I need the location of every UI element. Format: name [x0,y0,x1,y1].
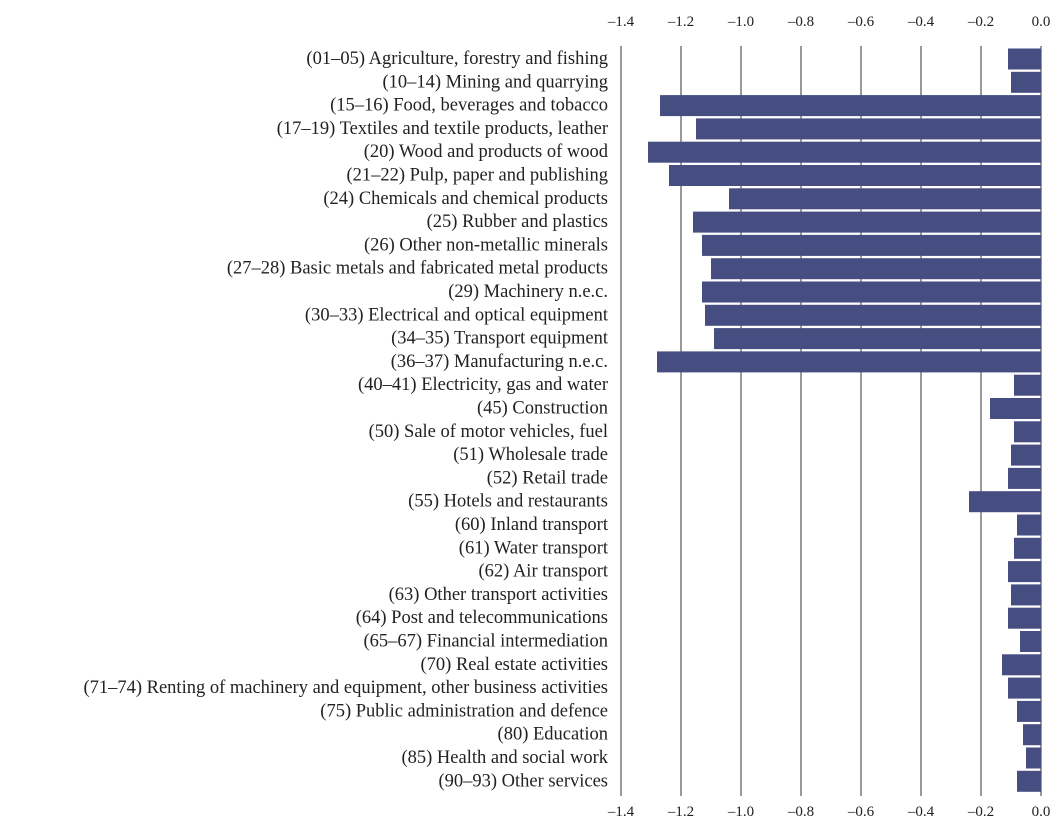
x-tick-label-bottom: –1.0 [727,804,754,820]
bar [1017,514,1041,536]
bar [657,351,1041,373]
x-tick-label-top: –0.8 [787,14,814,30]
bar [1011,444,1041,466]
bar [714,328,1041,350]
bar [1008,677,1041,699]
category-label: (71–74) Renting of machinery and equipme… [83,678,608,698]
bottom-axis-ticks: –1.4 –1.2 –1.0 –0.8 –0.6 –0.4 –0.2 0.0 [607,804,1051,820]
category-label: (17–19) Textiles and textile products, l… [277,119,608,139]
category-label: (25) Rubber and plastics [427,212,608,232]
category-labels: (01–05) Agriculture, forestry and fishin… [83,49,608,791]
x-tick-label-top: –1.2 [667,14,694,30]
bar [669,165,1041,186]
bar [1008,607,1041,629]
category-label: (62) Air transport [479,562,609,582]
bar [1011,584,1041,606]
category-label: (24) Chemicals and chemical products [323,189,608,209]
bar [696,118,1041,140]
x-tick-label-bottom: –1.4 [607,804,635,820]
category-label: (75) Public administration and defence [320,701,608,721]
category-label: (55) Hotels and restaurants [408,492,608,512]
category-label: (70) Real estate activities [421,655,609,675]
category-label: (64) Post and telecommunications [356,608,608,628]
x-tick-label-bottom: –1.2 [667,804,694,820]
category-label: (80) Education [498,725,608,745]
bar [660,95,1041,117]
x-tick-label-top: –0.6 [847,14,875,30]
bar [1014,421,1041,443]
category-label: (01–05) Agriculture, forestry and fishin… [306,49,608,69]
x-tick-label-bottom: –0.8 [787,804,814,820]
bar [729,188,1041,210]
category-label: (26) Other non-metallic minerals [364,235,608,255]
category-label: (27–28) Basic metals and fabricated meta… [227,259,608,279]
bar [1026,747,1041,769]
category-label: (29) Machinery n.e.c. [448,282,608,302]
bar [1008,48,1041,70]
bar [1017,700,1041,722]
bar [1017,770,1041,792]
x-tick-label-bottom: –0.2 [967,804,994,820]
bar [1020,631,1041,652]
x-tick-label-top: –1.4 [607,14,635,30]
bar [969,491,1041,513]
category-label: (50) Sale of motor vehicles, fuel [369,422,608,442]
bar [1014,537,1041,559]
x-tick-label-bottom: 0.0 [1032,804,1051,820]
category-label: (21–22) Pulp, paper and publishing [346,166,608,186]
bar [990,398,1041,419]
category-label: (85) Health and social work [401,748,608,768]
category-label: (34–35) Transport equipment [391,329,609,349]
bars [648,48,1041,792]
bar [702,234,1041,256]
category-label: (90–93) Other services [438,771,608,791]
x-tick-label-top: 0.0 [1032,14,1051,30]
category-label: (51) Wholesale trade [453,445,608,465]
bar [1023,724,1041,746]
x-tick-label-top: –0.4 [907,14,935,30]
x-tick-label-top: –1.0 [727,14,754,30]
category-label: (63) Other transport activities [389,585,608,605]
bar [702,281,1041,303]
category-label: (36–37) Manufacturing n.e.c. [391,352,608,372]
x-tick-label-top: –0.2 [967,14,994,30]
category-label: (20) Wood and products of wood [364,142,609,162]
bar [711,258,1041,280]
category-label: (15–16) Food, beverages and tobacco [330,96,608,116]
category-label: (10–14) Mining and quarrying [382,72,608,92]
category-label: (61) Water transport [459,538,609,558]
category-label: (52) Retail trade [487,468,608,488]
top-axis-ticks: –1.4 –1.2 –1.0 –0.8 –0.6 –0.4 –0.2 0.0 [607,14,1051,30]
bar [1011,71,1041,93]
bar [705,304,1041,326]
bar [693,211,1041,233]
x-tick-label-bottom: –0.4 [907,804,935,820]
category-label: (30–33) Electrical and optical equipment [305,305,609,325]
bar [1008,467,1041,489]
bar [1014,374,1041,396]
bar [1002,654,1041,676]
bar [648,141,1041,163]
category-label: (60) Inland transport [455,515,609,535]
x-tick-label-bottom: –0.6 [847,804,875,820]
category-label: (40–41) Electricity, gas and water [358,375,608,395]
category-label: (45) Construction [477,399,608,419]
bar [1008,561,1041,583]
category-label: (65–67) Financial intermediation [363,632,608,652]
